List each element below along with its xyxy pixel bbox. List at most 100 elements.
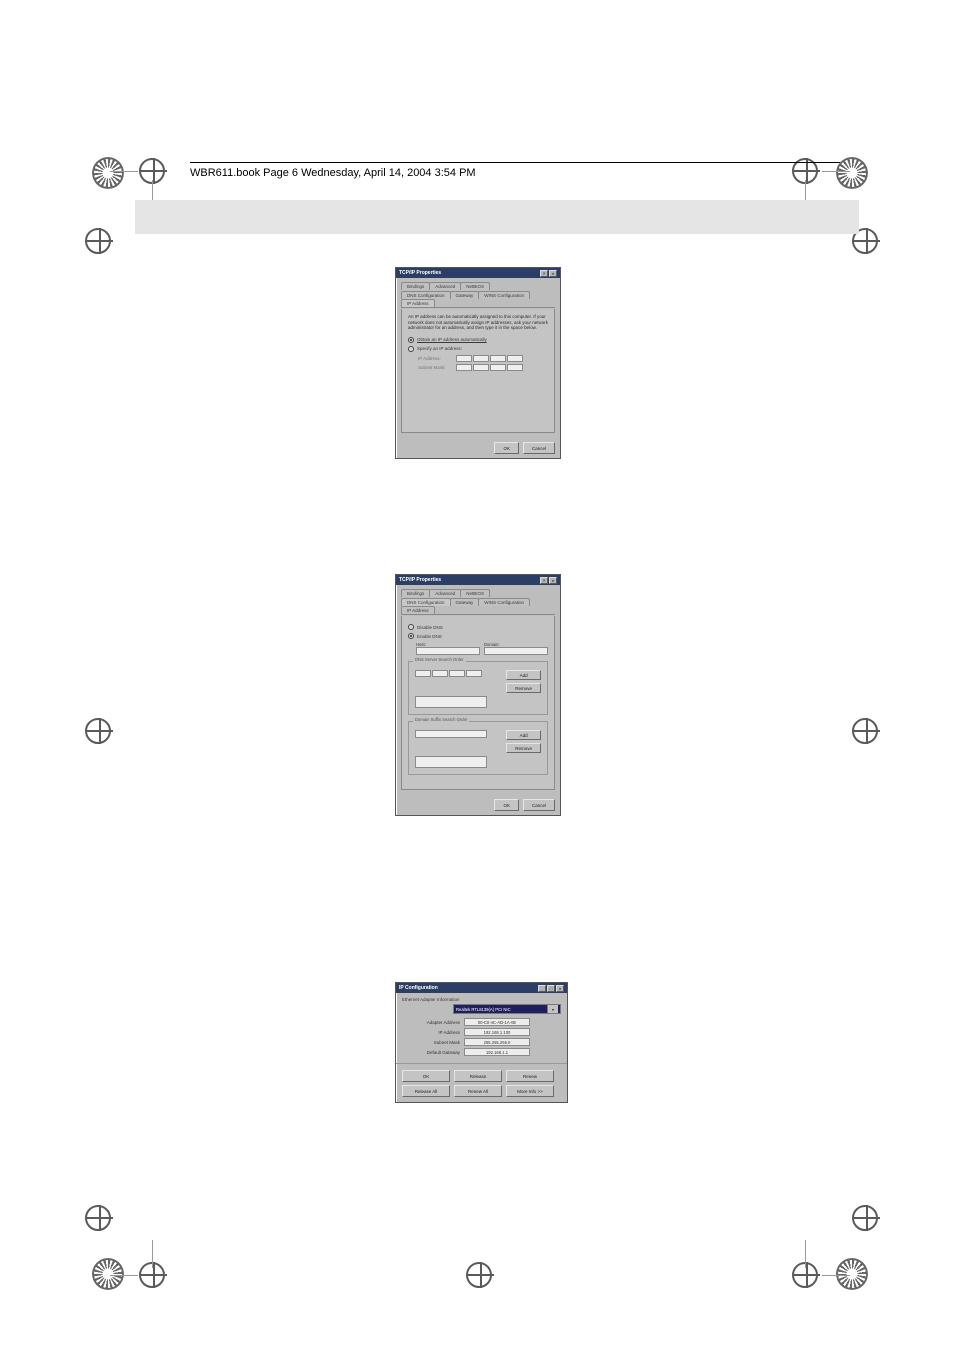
remove-button[interactable]: Remove: [506, 743, 541, 753]
header-rule: [190, 162, 840, 165]
tab-gateway[interactable]: Gateway: [450, 598, 480, 606]
release-all-button[interactable]: Release All: [402, 1085, 450, 1097]
mask-octet-input[interactable]: [456, 364, 472, 371]
tab-gateway[interactable]: Gateway: [450, 291, 480, 299]
radial-mark-bl: [92, 1258, 124, 1290]
tab-dns[interactable]: DNS Configuration: [401, 598, 451, 606]
crop-line: [110, 1275, 138, 1276]
cancel-button[interactable]: Cancel: [523, 442, 555, 454]
crop-line: [822, 171, 850, 172]
titlebar: TCP/IP Properties ? ×: [396, 268, 560, 278]
ok-button[interactable]: OK: [494, 799, 519, 811]
reg-mark-left-mid: [85, 718, 111, 744]
tab-netbios[interactable]: NetBIOS: [460, 282, 490, 290]
radio-dot-icon: [408, 337, 414, 343]
dns-octet-input[interactable]: [466, 670, 482, 677]
gw-value: 192.168.1.1: [464, 1048, 530, 1056]
ip-octet-input[interactable]: [473, 355, 489, 362]
suffix-list[interactable]: [415, 756, 487, 768]
reg-mark-right-bot: [852, 1205, 878, 1231]
remove-button[interactable]: Remove: [506, 683, 541, 693]
radio-label: Enable DNS: [417, 634, 442, 639]
suffix-input[interactable]: [415, 730, 487, 738]
dialog-tcpip-dns: TCP/IP Properties ? × Bindings Advanced …: [395, 574, 561, 816]
dns-octet-input[interactable]: [432, 670, 448, 677]
dns-octet-input[interactable]: [449, 670, 465, 677]
ok-button[interactable]: OK: [494, 442, 519, 454]
radio-dot-icon: [408, 624, 414, 630]
release-button[interactable]: Release: [454, 1070, 502, 1082]
tab-dns[interactable]: DNS Configuration: [401, 291, 451, 299]
grey-band: [135, 200, 859, 234]
crop-line: [152, 1240, 153, 1268]
cancel-button[interactable]: Cancel: [523, 799, 555, 811]
add-button[interactable]: Add: [506, 670, 541, 680]
mask-octet-input[interactable]: [490, 364, 506, 371]
radio-label: Obtain an IP address automatically: [417, 337, 487, 342]
ip-octet-input[interactable]: [456, 355, 472, 362]
tab-ipaddress[interactable]: IP Address: [401, 606, 435, 614]
radio-obtain-auto[interactable]: Obtain an IP address automatically: [408, 337, 548, 343]
host-input[interactable]: [416, 647, 480, 655]
adapter-select[interactable]: Realtek RTL8139(A) PCI NIC ▾: [453, 1004, 561, 1014]
dialog-tcpip-ip: TCP/IP Properties ? × Bindings Advanced …: [395, 267, 561, 459]
tab-bindings[interactable]: Bindings: [401, 589, 430, 597]
panel-dns: Disable DNS Enable DNS Host: Domain: DNS…: [401, 616, 555, 790]
help-button[interactable]: ?: [540, 270, 548, 277]
tab-netbios[interactable]: NetBIOS: [460, 589, 490, 597]
ok-button[interactable]: OK: [402, 1070, 450, 1082]
radial-mark-tl: [92, 157, 124, 189]
dialog-title: TCP/IP Properties: [399, 577, 441, 583]
maximize-button[interactable]: □: [547, 985, 555, 992]
group-legend: Domain Suffix Search Order: [413, 717, 469, 722]
radial-mark-br: [836, 1258, 868, 1290]
renew-button[interactable]: Renew: [506, 1070, 554, 1082]
mask-label: Subnet Mask:: [418, 365, 452, 370]
group-dns-servers: DNS Server Search Order Add Remove: [408, 661, 548, 715]
ip-label: IP Address: [402, 1030, 460, 1035]
mac-value: 00-C0-4C-AD-1A-0E: [464, 1018, 530, 1026]
add-button[interactable]: Add: [506, 730, 541, 740]
tab-row-1: Bindings Advanced NetBIOS: [401, 589, 555, 597]
dns-list[interactable]: [415, 696, 487, 708]
group-domain-suffix: Domain Suffix Search Order Add Remove: [408, 721, 548, 775]
reg-mark-bot-center: [466, 1262, 492, 1288]
mask-value: 255.255.255.0: [464, 1038, 530, 1046]
radio-label: Specify an IP address:: [417, 346, 462, 351]
group-legend: DNS Server Search Order: [413, 657, 466, 662]
dns-octet-input[interactable]: [415, 670, 431, 677]
tab-bindings[interactable]: Bindings: [401, 282, 430, 290]
ip-octet-input[interactable]: [490, 355, 506, 362]
tab-ipaddress[interactable]: IP Address: [401, 299, 435, 307]
reg-mark-left-top: [85, 228, 111, 254]
tab-advanced[interactable]: Advanced: [429, 282, 461, 290]
tab-wins[interactable]: WINS Configuration: [478, 291, 530, 299]
close-button[interactable]: ×: [556, 985, 564, 992]
renew-all-button[interactable]: Renew All: [454, 1085, 502, 1097]
radio-disable-dns[interactable]: Disable DNS: [408, 624, 548, 630]
tab-wins[interactable]: WINS Configuration: [478, 598, 530, 606]
more-info-button[interactable]: More Info >>: [506, 1085, 554, 1097]
ip-address-row: IP Address:: [418, 355, 548, 362]
tab-advanced[interactable]: Advanced: [429, 589, 461, 597]
tab-row-1: Bindings Advanced NetBIOS: [401, 282, 555, 290]
tab-row-2: DNS Configuration Gateway WINS Configura…: [401, 598, 555, 615]
close-button[interactable]: ×: [549, 577, 557, 584]
tab-row-2: DNS Configuration Gateway WINS Configura…: [401, 291, 555, 308]
mask-octet-input[interactable]: [507, 364, 523, 371]
header-text: WBR611.book Page 6 Wednesday, April 14, …: [190, 167, 476, 179]
section-label: Ethernet Adapter Information: [402, 997, 561, 1002]
adapter-selected-value: Realtek RTL8139(A) PCI NIC: [456, 1007, 511, 1012]
radio-enable-dns[interactable]: Enable DNS: [408, 633, 548, 639]
crop-line: [822, 1275, 850, 1276]
close-button[interactable]: ×: [549, 270, 557, 277]
chevron-down-icon: ▾: [547, 1005, 558, 1013]
gw-label: Default Gateway: [402, 1050, 460, 1055]
help-button[interactable]: ?: [540, 577, 548, 584]
ip-octet-input[interactable]: [507, 355, 523, 362]
mask-octet-input[interactable]: [473, 364, 489, 371]
domain-input[interactable]: [484, 647, 548, 655]
radio-label: Disable DNS: [417, 625, 443, 630]
minimize-button[interactable]: _: [538, 985, 546, 992]
radio-specify[interactable]: Specify an IP address:: [408, 346, 548, 352]
